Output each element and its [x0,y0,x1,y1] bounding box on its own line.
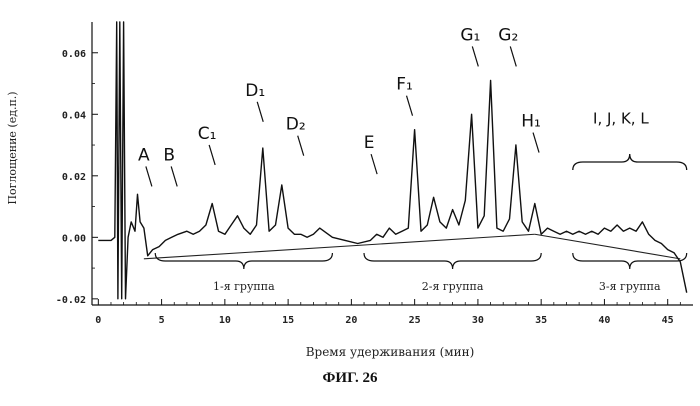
group-label: 1-я группа [213,280,275,293]
peak-pointer [472,46,478,66]
y-tick-label: 0.02 [62,172,86,183]
x-tick-label: 0 [95,315,101,326]
peak-pointer [298,136,304,156]
peak-label: E [364,133,375,153]
x-tick-label: 30 [472,315,484,326]
peak-label: A [138,145,150,165]
peak-label: D₂ [286,115,306,135]
peak-pointer [146,166,152,186]
peak-label: I, J, K, L [593,110,649,128]
x-tick-label: 35 [535,315,547,326]
peak-pointer [209,145,215,165]
chromatogram-trace [98,22,686,299]
x-tick-label: 15 [282,315,294,326]
peak-pointer [171,166,177,186]
ijkl-brace [573,154,687,170]
group-brace [155,253,332,269]
baselines [144,234,680,259]
figure-caption: ФИГ. 26 [0,370,700,387]
axis-ticks: 0 5 10 15 20 25 30 35 40 45 -0.02 0.00 0.02 0.04 0.06 [56,49,680,326]
x-tick-label: 5 [159,315,165,326]
peak-label: C₁ [198,124,217,144]
x-tick-label: 40 [598,315,610,326]
x-tick-label: 25 [409,315,421,326]
y-tick-label: 0.06 [62,49,86,60]
x-tick-label: 10 [219,315,231,326]
peak-pointer [533,133,539,153]
peak-pointer [257,102,263,122]
peak-annotations: AB C₁ D₁ D₂ E F₁ G₁ G₂ H₁ I, J, K, L [138,25,649,186]
x-tick-label: 20 [345,315,357,326]
y-axis-label: Поглощение (ед.п.) [6,91,19,204]
peak-label: D₁ [245,81,265,101]
y-tick-label: 0.04 [62,110,86,121]
axes [92,22,693,305]
group-brace [364,253,541,269]
peak-label: B [163,145,175,165]
peak-label: G₂ [498,25,518,45]
x-axis-label: Время удерживания (мин) [306,345,475,359]
peak-label: H₁ [521,112,541,132]
group-brace [573,253,687,269]
group-label: 2-я группа [422,280,484,293]
peak-label: G₁ [460,25,480,45]
y-tick-label: 0.00 [62,233,86,244]
peak-pointer [407,96,413,116]
baseline-segment [535,234,681,259]
peak-pointer [371,154,377,174]
chromatogram-line [98,22,686,299]
baseline-segment [144,234,535,259]
peak-label: F₁ [396,75,413,95]
group-label: 3-я группа [599,280,661,293]
y-tick-label: -0.02 [56,295,86,306]
peak-pointer [510,46,516,66]
x-tick-label: 45 [662,315,674,326]
